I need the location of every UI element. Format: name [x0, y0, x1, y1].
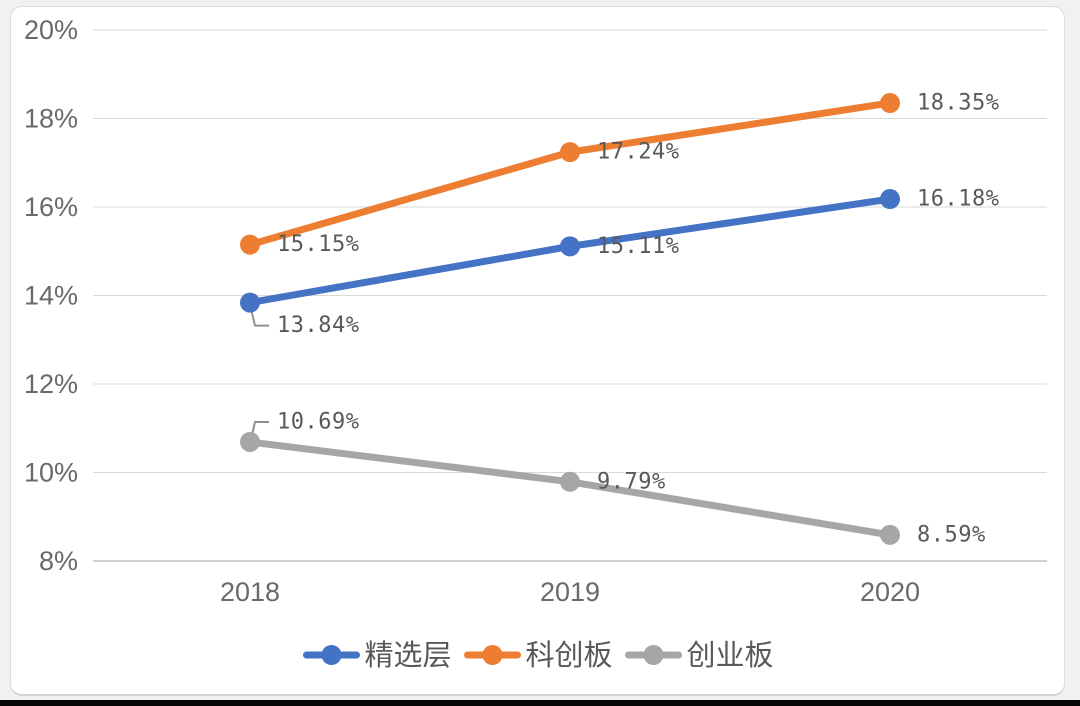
data-point	[240, 292, 260, 313]
chart-card	[10, 6, 1065, 696]
data-point	[240, 431, 260, 452]
data-label: 16.18%	[917, 187, 999, 212]
y-tick-label: 14%	[24, 281, 78, 311]
legend-marker-dot	[643, 645, 664, 665]
data-label: 15.11%	[597, 234, 679, 259]
y-tick-label: 10%	[24, 458, 78, 488]
x-tick-label: 2018	[220, 577, 280, 607]
label-leader-line	[251, 420, 269, 436]
series-line	[246, 99, 894, 249]
legend-label: 精选层	[365, 639, 452, 672]
data-point	[560, 142, 580, 163]
data-point	[560, 236, 580, 257]
x-tick-label: 2020	[860, 577, 920, 607]
data-point	[560, 471, 580, 492]
data-point	[880, 189, 900, 210]
legend-label: 创业板	[687, 639, 774, 672]
x-tick-label: 2019	[540, 577, 600, 607]
data-label: 15.15%	[277, 232, 359, 257]
label-leader-line	[250, 308, 269, 327]
y-tick-label: 18%	[24, 104, 78, 134]
y-tick-label: 20%	[24, 15, 78, 45]
legend-item: 精选层	[303, 639, 452, 672]
data-point	[880, 524, 900, 545]
data-label: 9.79%	[597, 469, 666, 494]
data-label: 18.35%	[917, 91, 999, 116]
data-label: 13.84%	[277, 313, 359, 338]
legend-item: 科创板	[464, 639, 613, 672]
legend-marker-dot	[321, 645, 342, 665]
y-tick-label: 8%	[39, 546, 78, 576]
y-tick-label: 16%	[24, 192, 78, 222]
data-label: 8.59%	[917, 522, 986, 547]
y-tick-label: 12%	[24, 369, 78, 399]
bottom-border-bar	[0, 700, 1080, 706]
legend-marker-dot	[482, 645, 503, 665]
data-label: 17.24%	[597, 140, 679, 165]
data-point	[240, 234, 260, 255]
legend-label: 科创板	[526, 639, 613, 672]
legend-item: 创业板	[625, 639, 774, 672]
data-label: 10.69%	[277, 409, 359, 434]
data-point	[880, 93, 900, 114]
